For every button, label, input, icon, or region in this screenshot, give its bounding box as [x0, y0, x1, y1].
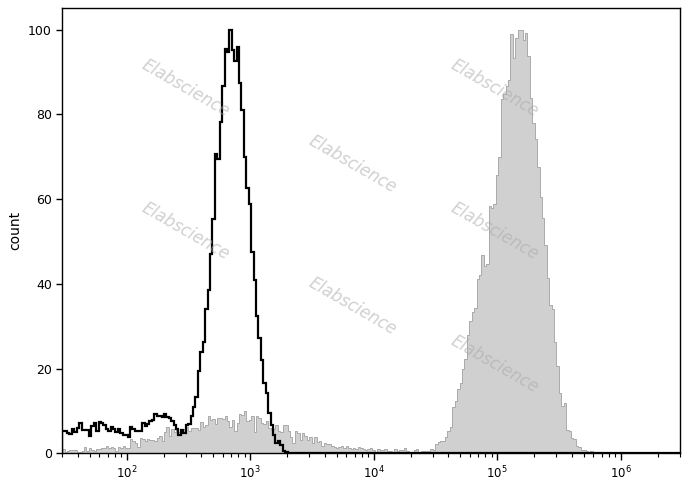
- Text: Elabscience: Elabscience: [138, 198, 233, 263]
- Text: Elabscience: Elabscience: [138, 56, 233, 121]
- Text: Elabscience: Elabscience: [305, 274, 400, 339]
- Text: Elabscience: Elabscience: [305, 132, 400, 196]
- Text: Elabscience: Elabscience: [447, 198, 541, 263]
- Y-axis label: count: count: [8, 211, 22, 250]
- Text: Elabscience: Elabscience: [447, 56, 541, 121]
- Text: Elabscience: Elabscience: [447, 332, 541, 397]
